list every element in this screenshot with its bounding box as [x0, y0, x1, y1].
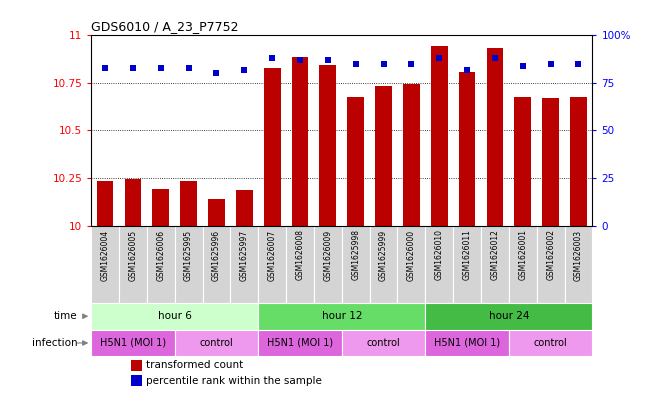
Point — [156, 64, 166, 71]
Bar — [292, 57, 309, 226]
Text: GSM1625998: GSM1625998 — [351, 230, 360, 281]
Text: GSM1626002: GSM1626002 — [546, 230, 555, 281]
Bar — [564, 226, 592, 303]
Point — [378, 61, 389, 67]
Bar — [202, 226, 230, 303]
Bar — [425, 303, 592, 330]
Bar — [509, 226, 536, 303]
Text: GSM1626005: GSM1626005 — [128, 230, 137, 281]
Bar — [286, 226, 314, 303]
Text: control: control — [200, 338, 233, 348]
Bar — [570, 97, 587, 226]
Point — [239, 66, 249, 73]
Bar — [132, 360, 143, 371]
Bar — [514, 97, 531, 226]
Bar — [91, 330, 174, 356]
Bar — [264, 68, 281, 226]
Bar — [258, 330, 342, 356]
Bar — [370, 226, 398, 303]
Text: transformed count: transformed count — [146, 360, 243, 370]
Bar — [147, 226, 174, 303]
Text: hour 6: hour 6 — [158, 311, 191, 321]
Text: GSM1626010: GSM1626010 — [435, 230, 444, 281]
Bar — [91, 226, 119, 303]
Text: H5N1 (MOI 1): H5N1 (MOI 1) — [434, 338, 500, 348]
Bar — [208, 199, 225, 226]
Bar — [230, 226, 258, 303]
Text: control: control — [367, 338, 400, 348]
Text: time: time — [53, 311, 77, 321]
Bar — [398, 226, 425, 303]
Bar — [425, 226, 453, 303]
Bar — [97, 181, 113, 226]
Bar — [425, 330, 509, 356]
Text: GSM1626008: GSM1626008 — [296, 230, 305, 281]
Text: GSM1625999: GSM1625999 — [379, 230, 388, 281]
Text: H5N1 (MOI 1): H5N1 (MOI 1) — [100, 338, 166, 348]
Point — [434, 55, 445, 61]
Bar — [453, 226, 481, 303]
Bar — [459, 72, 475, 226]
Bar — [342, 226, 370, 303]
Text: control: control — [534, 338, 568, 348]
Bar — [536, 226, 564, 303]
Text: GSM1625997: GSM1625997 — [240, 230, 249, 281]
Bar — [258, 226, 286, 303]
Point — [184, 64, 194, 71]
Bar — [174, 330, 258, 356]
Text: GSM1626006: GSM1626006 — [156, 230, 165, 281]
Text: GSM1626003: GSM1626003 — [574, 230, 583, 281]
Bar — [132, 375, 143, 386]
Bar — [320, 65, 336, 226]
Point — [490, 55, 500, 61]
Point — [462, 66, 472, 73]
Text: GSM1626011: GSM1626011 — [463, 230, 471, 280]
Bar — [119, 226, 147, 303]
Point — [100, 64, 110, 71]
Bar — [180, 181, 197, 226]
Bar — [258, 303, 425, 330]
Bar — [236, 190, 253, 226]
Bar — [481, 226, 509, 303]
Point — [406, 61, 417, 67]
Text: GSM1626004: GSM1626004 — [100, 230, 109, 281]
Bar — [348, 97, 364, 226]
Bar — [124, 179, 141, 226]
Text: GSM1626009: GSM1626009 — [324, 230, 333, 281]
Bar — [403, 84, 420, 226]
Bar — [91, 226, 592, 303]
Point — [323, 57, 333, 63]
Text: GSM1625995: GSM1625995 — [184, 230, 193, 281]
Bar — [509, 330, 592, 356]
Text: GSM1626007: GSM1626007 — [268, 230, 277, 281]
Point — [128, 64, 138, 71]
Bar — [542, 98, 559, 226]
Point — [267, 55, 277, 61]
Bar — [342, 330, 425, 356]
Bar — [375, 86, 392, 226]
Text: hour 24: hour 24 — [489, 311, 529, 321]
Point — [546, 61, 556, 67]
Text: H5N1 (MOI 1): H5N1 (MOI 1) — [267, 338, 333, 348]
Bar — [486, 48, 503, 226]
Bar — [431, 46, 448, 226]
Bar — [152, 189, 169, 226]
Text: GSM1626000: GSM1626000 — [407, 230, 416, 281]
Point — [574, 61, 584, 67]
Point — [350, 61, 361, 67]
Text: GDS6010 / A_23_P7752: GDS6010 / A_23_P7752 — [91, 20, 239, 33]
Text: infection: infection — [32, 338, 77, 348]
Point — [295, 57, 305, 63]
Bar — [174, 226, 202, 303]
Text: percentile rank within the sample: percentile rank within the sample — [146, 376, 322, 386]
Text: hour 12: hour 12 — [322, 311, 362, 321]
Text: GSM1625996: GSM1625996 — [212, 230, 221, 281]
Point — [211, 70, 221, 77]
Bar — [91, 303, 258, 330]
Point — [518, 62, 528, 69]
Bar — [314, 226, 342, 303]
Text: GSM1626012: GSM1626012 — [490, 230, 499, 280]
Text: GSM1626001: GSM1626001 — [518, 230, 527, 281]
